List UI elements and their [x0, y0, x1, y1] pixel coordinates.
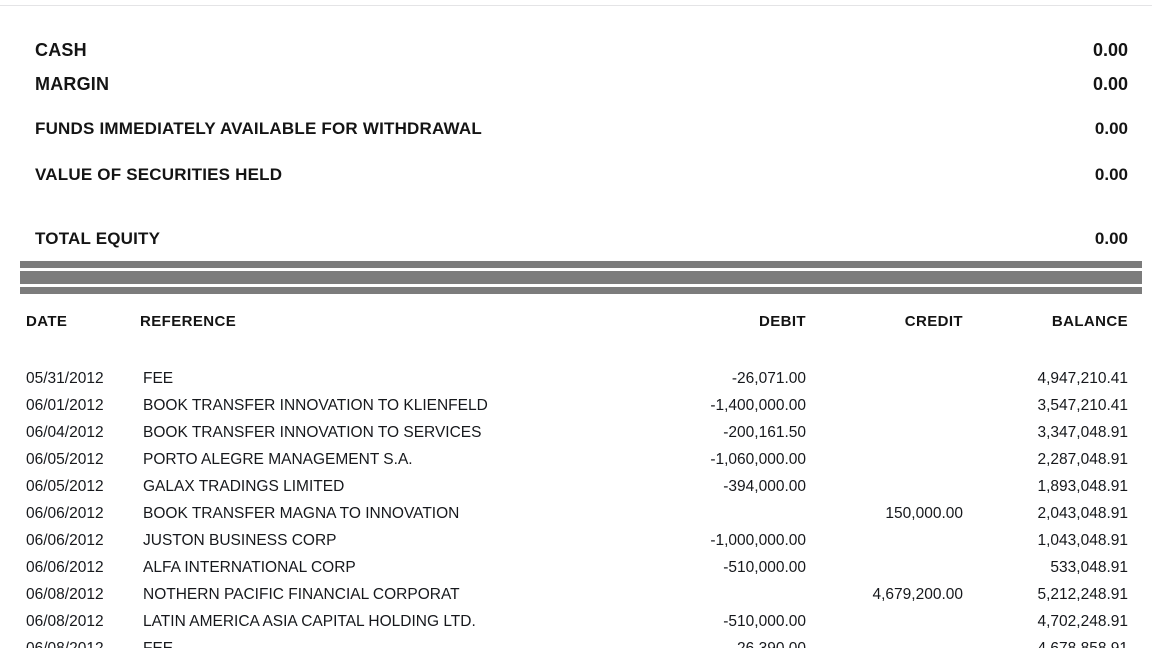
column-header-reference: REFERENCE — [140, 313, 237, 330]
cell-reference: BOOK TRANSFER MAGNA TO INNOVATION — [143, 505, 460, 522]
cell-debit: -26,390.00 — [626, 640, 806, 648]
table-row: 06/06/2012 JUSTON BUSINESS CORP -1,000,000… — [0, 532, 1152, 559]
divider-bar-top — [20, 261, 1142, 268]
summary-label-margin: MARGIN — [35, 74, 110, 94]
summary-row-securities-held: VALUE OF SECURITIES HELD 0.00 — [0, 164, 1152, 186]
summary-value-margin: 0.00 — [1092, 74, 1128, 94]
cell-reference: ALFA INTERNATIONAL CORP — [143, 559, 356, 576]
cell-balance: 3,547,210.41 — [1037, 397, 1128, 414]
cell-date: 06/04/2012 — [26, 424, 104, 441]
cell-reference: GALAX TRADINGS LIMITED — [143, 478, 345, 495]
cell-debit: -1,060,000.00 — [710, 451, 806, 468]
summary-row-cash: CASH 0.00 — [0, 39, 1152, 61]
cell-balance: 4,947,210.41 — [1037, 370, 1128, 387]
table-row: 06/06/2012 ALFA INTERNATIONAL CORP -510,00… — [0, 559, 1152, 586]
cell-date: 06/08/2012 — [26, 586, 104, 603]
cell-reference: BOOK TRANSFER INNOVATION TO SERVICES — [143, 424, 482, 441]
column-header-credit: CREDIT — [904, 313, 963, 330]
cell-credit: 150,000.00 — [885, 505, 963, 522]
table-row: 06/08/2012 NOTHERN PACIFIC FINANCIAL CORP… — [0, 586, 1152, 613]
summary-value-securities-held: 0.00 — [1094, 165, 1128, 184]
cell-debit: -510,000.00 — [723, 559, 806, 576]
cell-debit: -1,400,000.00 — [710, 397, 806, 414]
divider-bar-bottom — [20, 287, 1142, 294]
cell-date: 06/08/2012 — [26, 613, 104, 630]
cell-balance: 533,048.91 — [1050, 559, 1128, 576]
divider-bar-middle — [20, 271, 1142, 284]
cell-date: 06/08/2012 — [26, 640, 104, 648]
cell-reference: NOTHERN PACIFIC FINANCIAL CORPORAT — [143, 586, 460, 603]
cell-balance: 2,287,048.91 — [1037, 451, 1128, 468]
cell-date: 06/01/2012 — [26, 397, 104, 414]
cell-balance: 4,678,858.91 — [958, 640, 1128, 648]
top-divider-rule — [0, 5, 1152, 6]
table-row: 05/31/2012 FEE -26,071.00 4,947,210.41 — [0, 370, 1152, 397]
divider-gap-upper — [20, 268, 1142, 271]
cell-reference: LATIN AMERICA ASIA CAPITAL HOLDING LTD. — [143, 613, 476, 630]
summary-label-funds-available: FUNDS IMMEDIATELY AVAILABLE FOR WITHDRAW… — [35, 119, 482, 138]
table-row: 06/04/2012 BOOK TRANSFER INNOVATION TO SE… — [0, 424, 1152, 451]
cell-date: 06/06/2012 — [26, 505, 104, 522]
cell-reference: PORTO ALEGRE MANAGEMENT S.A. — [143, 451, 413, 468]
cell-date: 06/06/2012 — [26, 532, 104, 549]
cell-reference: JUSTON BUSINESS CORP — [143, 532, 337, 549]
cell-debit: -394,000.00 — [723, 478, 806, 495]
summary-row-total-equity: TOTAL EQUITY 0.00 — [0, 228, 1152, 250]
cell-credit: 4,679,200.00 — [872, 586, 963, 603]
table-row: 06/06/2012 BOOK TRANSFER MAGNA TO INNOVAT… — [0, 505, 1152, 532]
cell-balance: 1,043,048.91 — [1037, 532, 1128, 549]
cell-balance: 2,043,048.91 — [1037, 505, 1128, 522]
table-row: 06/01/2012 BOOK TRANSFER INNOVATION TO KL… — [0, 397, 1152, 424]
cell-date: 06/05/2012 — [26, 478, 104, 495]
cell-debit: -1,000,000.00 — [710, 532, 806, 549]
summary-value-funds-available: 0.00 — [1094, 119, 1128, 138]
cell-debit: -510,000.00 — [723, 613, 806, 630]
cell-balance: 1,893,048.91 — [1037, 478, 1128, 495]
cell-balance: 5,212,248.91 — [1037, 586, 1128, 603]
cell-date: 06/05/2012 — [26, 451, 104, 468]
summary-value-cash: 0.00 — [1092, 40, 1128, 60]
summary-label-cash: CASH — [35, 40, 87, 60]
summary-label-total-equity: TOTAL EQUITY — [35, 229, 161, 248]
table-row: 06/05/2012 GALAX TRADINGS LIMITED -394,000… — [0, 478, 1152, 505]
summary-value-total-equity: 0.00 — [1094, 229, 1128, 248]
table-row: 06/08/2012 FEE -26,390.00 4,678,858.91 — [0, 640, 1152, 648]
cell-debit: -200,161.50 — [723, 424, 806, 441]
cell-date: 05/31/2012 — [26, 370, 104, 387]
cell-debit: -26,071.00 — [731, 370, 806, 387]
summary-row-funds-available: FUNDS IMMEDIATELY AVAILABLE FOR WITHDRAW… — [0, 118, 1152, 140]
summary-label-securities-held: VALUE OF SECURITIES HELD — [35, 165, 283, 184]
column-header-debit: DEBIT — [759, 313, 806, 330]
cell-date: 06/06/2012 — [26, 559, 104, 576]
column-header-date: DATE — [26, 313, 68, 330]
table-row: 06/05/2012 PORTO ALEGRE MANAGEMENT S.A. -1… — [0, 451, 1152, 478]
divider-gap-lower — [20, 284, 1142, 287]
cell-balance: 4,702,248.91 — [1037, 613, 1128, 630]
summary-row-margin: MARGIN 0.00 — [0, 73, 1152, 95]
cell-reference: FEE — [143, 640, 173, 648]
section-divider-bars — [20, 261, 1142, 294]
cell-balance: 3,347,048.91 — [1037, 424, 1128, 441]
transactions-table-body: 05/31/2012 FEE -26,071.00 4,947,210.41 06/01… — [0, 370, 1152, 648]
cell-reference: BOOK TRANSFER INNOVATION TO KLIENFELD — [143, 397, 488, 414]
transactions-table-header: DATE REFERENCE DEBIT CREDIT BALANCE — [0, 313, 1152, 333]
cell-reference: FEE — [143, 370, 174, 387]
table-row: 06/08/2012 LATIN AMERICA ASIA CAPITAL HOL… — [0, 613, 1152, 640]
column-header-balance: BALANCE — [1051, 313, 1128, 330]
